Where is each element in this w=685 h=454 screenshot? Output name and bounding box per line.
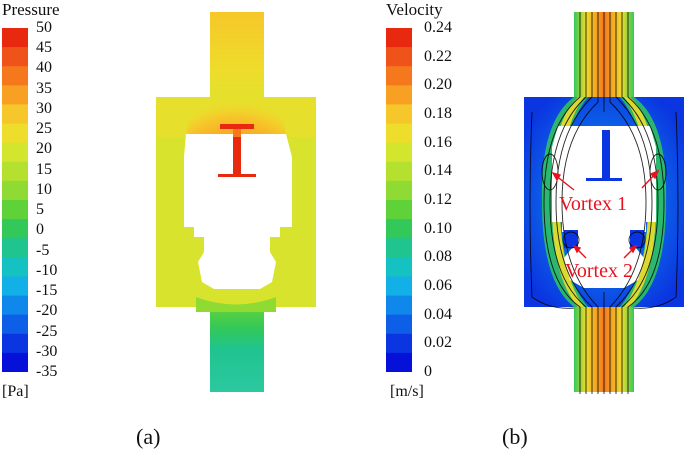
pressure-colorbar bbox=[2, 28, 28, 372]
velocity-colorbar-band bbox=[386, 352, 412, 372]
vortex-2-label: Vortex 2 bbox=[565, 260, 633, 282]
pressure-legend-title: Pressure bbox=[2, 0, 60, 19]
pressure-colorbar-band bbox=[2, 123, 28, 144]
pressure-colorbar-band bbox=[2, 28, 28, 48]
velocity-tick-label: 0.06 bbox=[424, 277, 452, 294]
velocity-colorbar-band bbox=[386, 123, 412, 144]
pressure-tick-label: 45 bbox=[36, 39, 52, 57]
velocity-colorbar-band bbox=[386, 257, 412, 277]
pressure-tick-label: 25 bbox=[36, 120, 52, 138]
pressure-colorbar-band bbox=[2, 276, 28, 297]
pressure-tick-label: -25 bbox=[36, 322, 58, 340]
pressure-tick-label: 10 bbox=[36, 180, 52, 198]
pressure-colorbar-band bbox=[2, 314, 28, 335]
pressure-colorbar-band bbox=[2, 66, 28, 86]
pressure-tick-label: 20 bbox=[36, 140, 52, 158]
pressure-tick-label: -15 bbox=[36, 282, 58, 300]
velocity-tick-label: 0.18 bbox=[424, 105, 452, 122]
velocity-tick-label: 0 bbox=[424, 363, 432, 380]
pressure-colorbar-band bbox=[2, 104, 28, 125]
velocity-colorbar-band bbox=[386, 333, 412, 354]
velocity-colorbar bbox=[386, 28, 412, 372]
pressure-colorbar-band bbox=[2, 219, 28, 239]
velocity-colorbar-band bbox=[386, 85, 412, 105]
velocity-colorbar-band bbox=[386, 200, 412, 220]
pressure-colorbar-band bbox=[2, 142, 28, 163]
pressure-colorbar-band bbox=[2, 238, 28, 258]
velocity-tick-label: 0.22 bbox=[424, 47, 452, 65]
pressure-tick-label: -5 bbox=[36, 241, 50, 259]
velocity-streamline-plot bbox=[524, 12, 684, 394]
velocity-colorbar-band bbox=[386, 238, 412, 258]
velocity-colorbar-band bbox=[386, 161, 412, 182]
pressure-tick-label: 50 bbox=[36, 19, 52, 36]
velocity-tick-label: 0.02 bbox=[424, 334, 452, 352]
velocity-colorbar-band bbox=[386, 314, 412, 335]
velocity-tick-label: 0.08 bbox=[424, 248, 452, 266]
velocity-tick-label: 0.12 bbox=[424, 191, 452, 208]
pressure-contour-plot bbox=[156, 12, 316, 392]
caption-a: (a) bbox=[136, 424, 161, 449]
velocity-colorbar-band bbox=[386, 47, 412, 67]
pressure-colorbar-band bbox=[2, 47, 28, 67]
velocity-colorbar-band bbox=[386, 66, 412, 86]
velocity-tick-label: 0.20 bbox=[424, 76, 452, 94]
velocity-colorbar-band bbox=[386, 28, 412, 48]
pressure-tick-label: 0 bbox=[36, 221, 44, 239]
velocity-tick-label: 0.24 bbox=[424, 19, 452, 36]
velocity-tick-label: 0.10 bbox=[424, 219, 452, 237]
pressure-colorbar-band bbox=[2, 85, 28, 105]
pressure-tick-label: -20 bbox=[36, 302, 58, 320]
pressure-colorbar-band bbox=[2, 180, 28, 201]
velocity-colorbar-band bbox=[386, 276, 412, 297]
velocity-tick-label: 0.04 bbox=[424, 305, 452, 323]
pressure-tick-label: -30 bbox=[36, 342, 58, 360]
pressure-colorbar-band bbox=[2, 257, 28, 277]
velocity-tick-label: 0.14 bbox=[424, 162, 452, 180]
pressure-colorbar-band bbox=[2, 333, 28, 354]
pressure-colorbar-band bbox=[2, 200, 28, 220]
velocity-colorbar-band bbox=[386, 219, 412, 239]
pressure-tick-label: 5 bbox=[36, 201, 44, 219]
pressure-tick-label: 35 bbox=[36, 79, 52, 97]
pressure-unit: [Pa] bbox=[2, 383, 29, 400]
pressure-tick-label: 15 bbox=[36, 160, 52, 178]
velocity-colorbar-band bbox=[386, 295, 412, 316]
velocity-colorbar-band bbox=[386, 142, 412, 163]
pressure-tick-label: 40 bbox=[36, 59, 52, 77]
vortex-1-label: Vortex 1 bbox=[559, 193, 627, 215]
velocity-unit: [m/s] bbox=[390, 383, 424, 400]
pressure-colorbar-band bbox=[2, 161, 28, 182]
velocity-colorbar-band bbox=[386, 180, 412, 201]
velocity-legend-title: Velocity bbox=[386, 0, 443, 19]
pressure-colorbar-band bbox=[2, 352, 28, 372]
velocity-tick-label: 0.16 bbox=[424, 133, 452, 151]
pressure-tick-label: 30 bbox=[36, 99, 52, 117]
caption-b: (b) bbox=[502, 424, 528, 449]
pressure-tick-label: -10 bbox=[36, 261, 58, 279]
velocity-colorbar-band bbox=[386, 104, 412, 125]
pressure-colorbar-band bbox=[2, 295, 28, 316]
pressure-tick-label: -35 bbox=[36, 363, 58, 380]
